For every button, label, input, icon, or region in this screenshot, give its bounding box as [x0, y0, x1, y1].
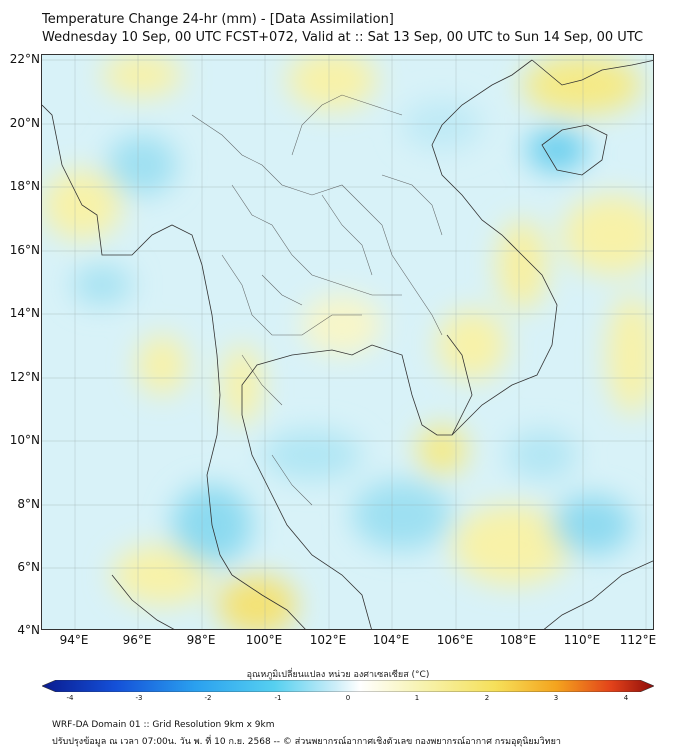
lon-label-96: 96°E: [122, 633, 152, 647]
lat-label-4: 4°N: [17, 623, 40, 637]
lat-label-14: 14°N: [9, 306, 40, 320]
lon-label-112: 112°E: [619, 633, 657, 647]
footer-domain-info: WRF-DA Domain 01 :: Grid Resolution 9km …: [52, 720, 275, 730]
graticule: [42, 55, 653, 629]
colorbar-title: อุณหภูมิเปลี่ยนแปลง หน่วย องศาเซลเซียส (…: [246, 670, 430, 680]
lon-label-100: 100°E: [245, 633, 283, 647]
colorbar-tick: -1: [274, 694, 282, 702]
colorbar-tick: -2: [204, 694, 212, 702]
colorbar: [42, 680, 654, 692]
admin-borders: [191, 94, 443, 506]
lat-label-16: 16°N: [9, 243, 40, 257]
footer-update-info: ปรับปรุงข้อมูล ณ เวลา 07:00น. วัน พ. ที่…: [52, 737, 561, 747]
colorbar-tick: 4: [623, 694, 629, 702]
lat-label-10: 10°N: [9, 433, 40, 447]
colorbar-tick: -4: [66, 694, 74, 702]
lon-label-104: 104°E: [372, 633, 410, 647]
colorbar-tick: -3: [135, 694, 143, 702]
lon-label-102: 102°E: [309, 633, 347, 647]
map-svg: [42, 55, 653, 629]
colorbar-tick: 1: [414, 694, 420, 702]
lat-label-12: 12°N: [9, 370, 40, 384]
lat-label-6: 6°N: [17, 560, 40, 574]
map-title: Temperature Change 24-hr (mm) - [Data As…: [42, 12, 394, 27]
colorbar-tick: 3: [553, 694, 559, 702]
coastlines: [42, 59, 653, 629]
map-panel[interactable]: [41, 54, 654, 630]
lon-label-106: 106°E: [436, 633, 474, 647]
lon-label-110: 110°E: [563, 633, 601, 647]
colorbar-tick: 0: [345, 694, 351, 702]
colorbar-tick: 2: [484, 694, 490, 702]
lon-label-108: 108°E: [499, 633, 537, 647]
map-subtitle: Wednesday 10 Sep, 00 UTC FCST+072, Valid…: [42, 30, 644, 45]
lat-label-18: 18°N: [9, 179, 40, 193]
lat-label-8: 8°N: [17, 497, 40, 511]
lon-label-94: 94°E: [59, 633, 89, 647]
lat-label-20: 20°N: [9, 116, 40, 130]
lat-label-22: 22°N: [9, 52, 40, 66]
lon-label-98: 98°E: [186, 633, 216, 647]
temperature-field: [42, 55, 653, 629]
